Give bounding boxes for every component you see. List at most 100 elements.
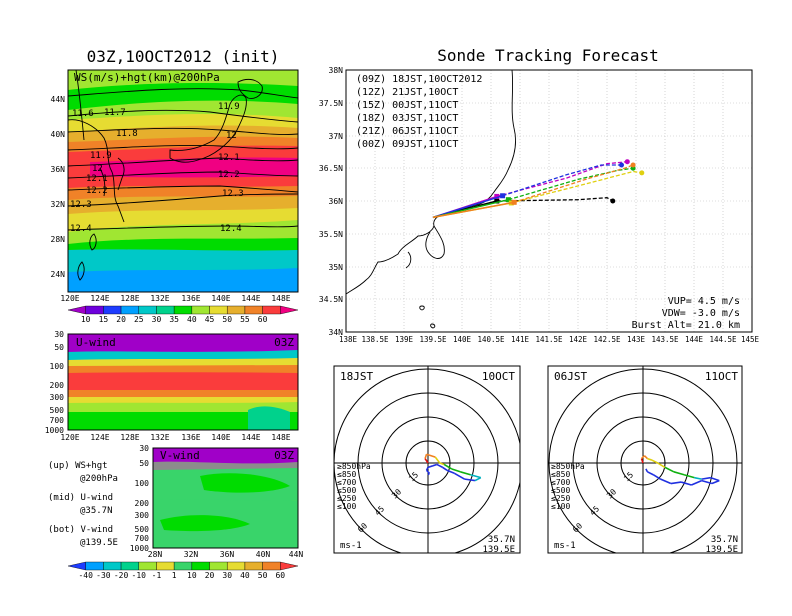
track-legend: (09Z) 18JST,10OCT2012 (12Z) 21JST,10OCT …: [356, 74, 482, 150]
burst-marker: [505, 197, 511, 203]
lat-tick: 44N: [51, 95, 66, 104]
lat-tick: 40N: [51, 130, 66, 139]
hodograph-segment: [694, 476, 702, 480]
contour-label: 11.6: [72, 109, 94, 119]
colorbar-swatch: [244, 305, 263, 315]
lat-tick: 38N: [329, 66, 344, 75]
p-tick: 300: [135, 511, 150, 520]
hodograph-segment: [446, 469, 455, 475]
lon-tick: 139E: [395, 335, 414, 344]
lat-tick: 32N: [184, 550, 199, 559]
burst-marker: [511, 199, 517, 205]
lat-tick: 44N: [289, 550, 304, 559]
p-tick: 50: [54, 343, 64, 352]
colorbar-label: -30: [96, 571, 111, 580]
ring-label: 15: [407, 470, 420, 483]
hodograph-segment: [683, 473, 695, 479]
p-tick: 300: [50, 393, 65, 402]
lat-tick: 28N: [51, 235, 66, 244]
hodograph-segment: [647, 471, 654, 476]
colorbar-swatch: [85, 561, 104, 571]
landing-marker: [624, 159, 630, 165]
ring-label: 45: [373, 504, 386, 517]
hodo-left-levels: ≥850hPa ≤850 ≤700 ≤500 ≤250 ≤100: [337, 462, 371, 511]
u-wind-label: U-wind: [76, 336, 116, 349]
hodo-right-unit: ms-1: [554, 541, 576, 551]
track-lines: [432, 159, 645, 219]
landing-marker: [619, 162, 624, 168]
colorbar-label: 55: [240, 315, 250, 324]
lon-tick: 136E: [181, 294, 200, 303]
lat-tick: 28N: [148, 550, 163, 559]
hodograph-segment: [454, 472, 466, 480]
hodo-right-levels: ≥850hPa ≤850 ≤700 ≤500 ≤250 ≤100: [551, 462, 585, 511]
map-coastlines: [68, 70, 263, 281]
map-field-label: WS(m/s)+hgt(km)@200hPa: [74, 71, 220, 84]
lon-tick: 148E: [271, 433, 290, 442]
colorbar-label: 50: [258, 571, 268, 580]
ring-label: 15: [622, 470, 635, 483]
lat-tick: 24N: [51, 270, 66, 279]
colorbar-label: 40: [240, 571, 250, 580]
hodograph-segment: [647, 457, 653, 461]
hodograph-segment: [425, 467, 429, 471]
track-params: VUP= 4.5 m/s VDW= -3.0 m/s Burst Alt= 21…: [632, 296, 740, 331]
param-vup: VUP= 4.5 m/s: [668, 296, 740, 307]
v-lat-ticks: 28N 32N 36N 40N 44N: [148, 550, 304, 559]
track-legend-entry: (09Z) 18JST,10OCT2012: [356, 74, 482, 85]
lon-tick: 142.5E: [593, 335, 621, 344]
hodo-left-date: 10OCT: [482, 370, 515, 383]
v-wind-field: [153, 448, 298, 548]
hodograph-segment: [680, 481, 692, 486]
param-vdw: VDW= -3.0 m/s: [662, 308, 740, 319]
hodo-left-unit: ms-1: [340, 541, 362, 551]
lon-tick: 140.5E: [477, 335, 505, 344]
note-sub: @35.7N: [80, 506, 113, 516]
hodograph-segment: [701, 479, 713, 485]
lon-tick: 142E: [569, 335, 588, 344]
colorbar-label: 25: [134, 315, 144, 324]
hodograph-segment: [664, 466, 675, 473]
p-tick: 50: [139, 459, 149, 468]
lat-tick: 37.5N: [319, 99, 343, 108]
lon-tick: 139.5E: [419, 335, 447, 344]
hodograph-segment: [426, 453, 436, 458]
colorbar-swatch: [156, 561, 175, 571]
burst-marker: [494, 198, 500, 204]
u-wind-frame: [67, 333, 299, 431]
track-legend-entry: (00Z) 09JST,11OCT: [356, 139, 458, 150]
colorbar-label: 30: [222, 571, 232, 580]
track-legend-entry: (12Z) 21JST,10OCT: [356, 87, 458, 98]
lon-tick: 124E: [90, 294, 109, 303]
colorbar-swatch: [120, 561, 139, 571]
colorbar-swatch: [120, 305, 139, 315]
colorbar-label: 60: [275, 571, 285, 580]
colorbar-swatch: [244, 561, 263, 571]
hodo-right-ring-labels: 15 30 45 60: [571, 470, 635, 534]
level-label: ≥850hPa: [551, 462, 585, 471]
map-lon-ticks: 120E 124E 128E 132E 136E 140E 144E 148E: [60, 294, 290, 303]
colorbar-swatch: [85, 305, 104, 315]
hodograph-segment: [439, 462, 445, 466]
level-label: ≤700: [337, 478, 356, 487]
track-ascent-line: [432, 201, 515, 219]
contour-label: 12.2: [86, 186, 108, 196]
wind-speed-field: [68, 70, 298, 292]
level-label: ≥850hPa: [337, 462, 371, 471]
lon-tick: 128E: [120, 433, 139, 442]
colorbar-swatch: [103, 305, 122, 315]
colorbar-swatch: [138, 561, 157, 571]
track-legend-entry: (15Z) 00JST,11OCT: [356, 100, 458, 111]
track-descent-line: [496, 161, 628, 198]
lon-tick: 140E: [453, 335, 472, 344]
p-tick: 500: [135, 525, 150, 534]
map-title: 03Z,10OCT2012 (init): [87, 47, 280, 66]
lat-tick: 37N: [329, 132, 344, 141]
colorbar-label: -1: [152, 571, 162, 580]
p-tick: 1000: [130, 544, 149, 553]
hodograph-segment: [660, 478, 672, 485]
colorbar-label: 1: [172, 571, 177, 580]
colorbar-swatch: [280, 561, 299, 571]
level-label: ≤850: [551, 470, 570, 479]
